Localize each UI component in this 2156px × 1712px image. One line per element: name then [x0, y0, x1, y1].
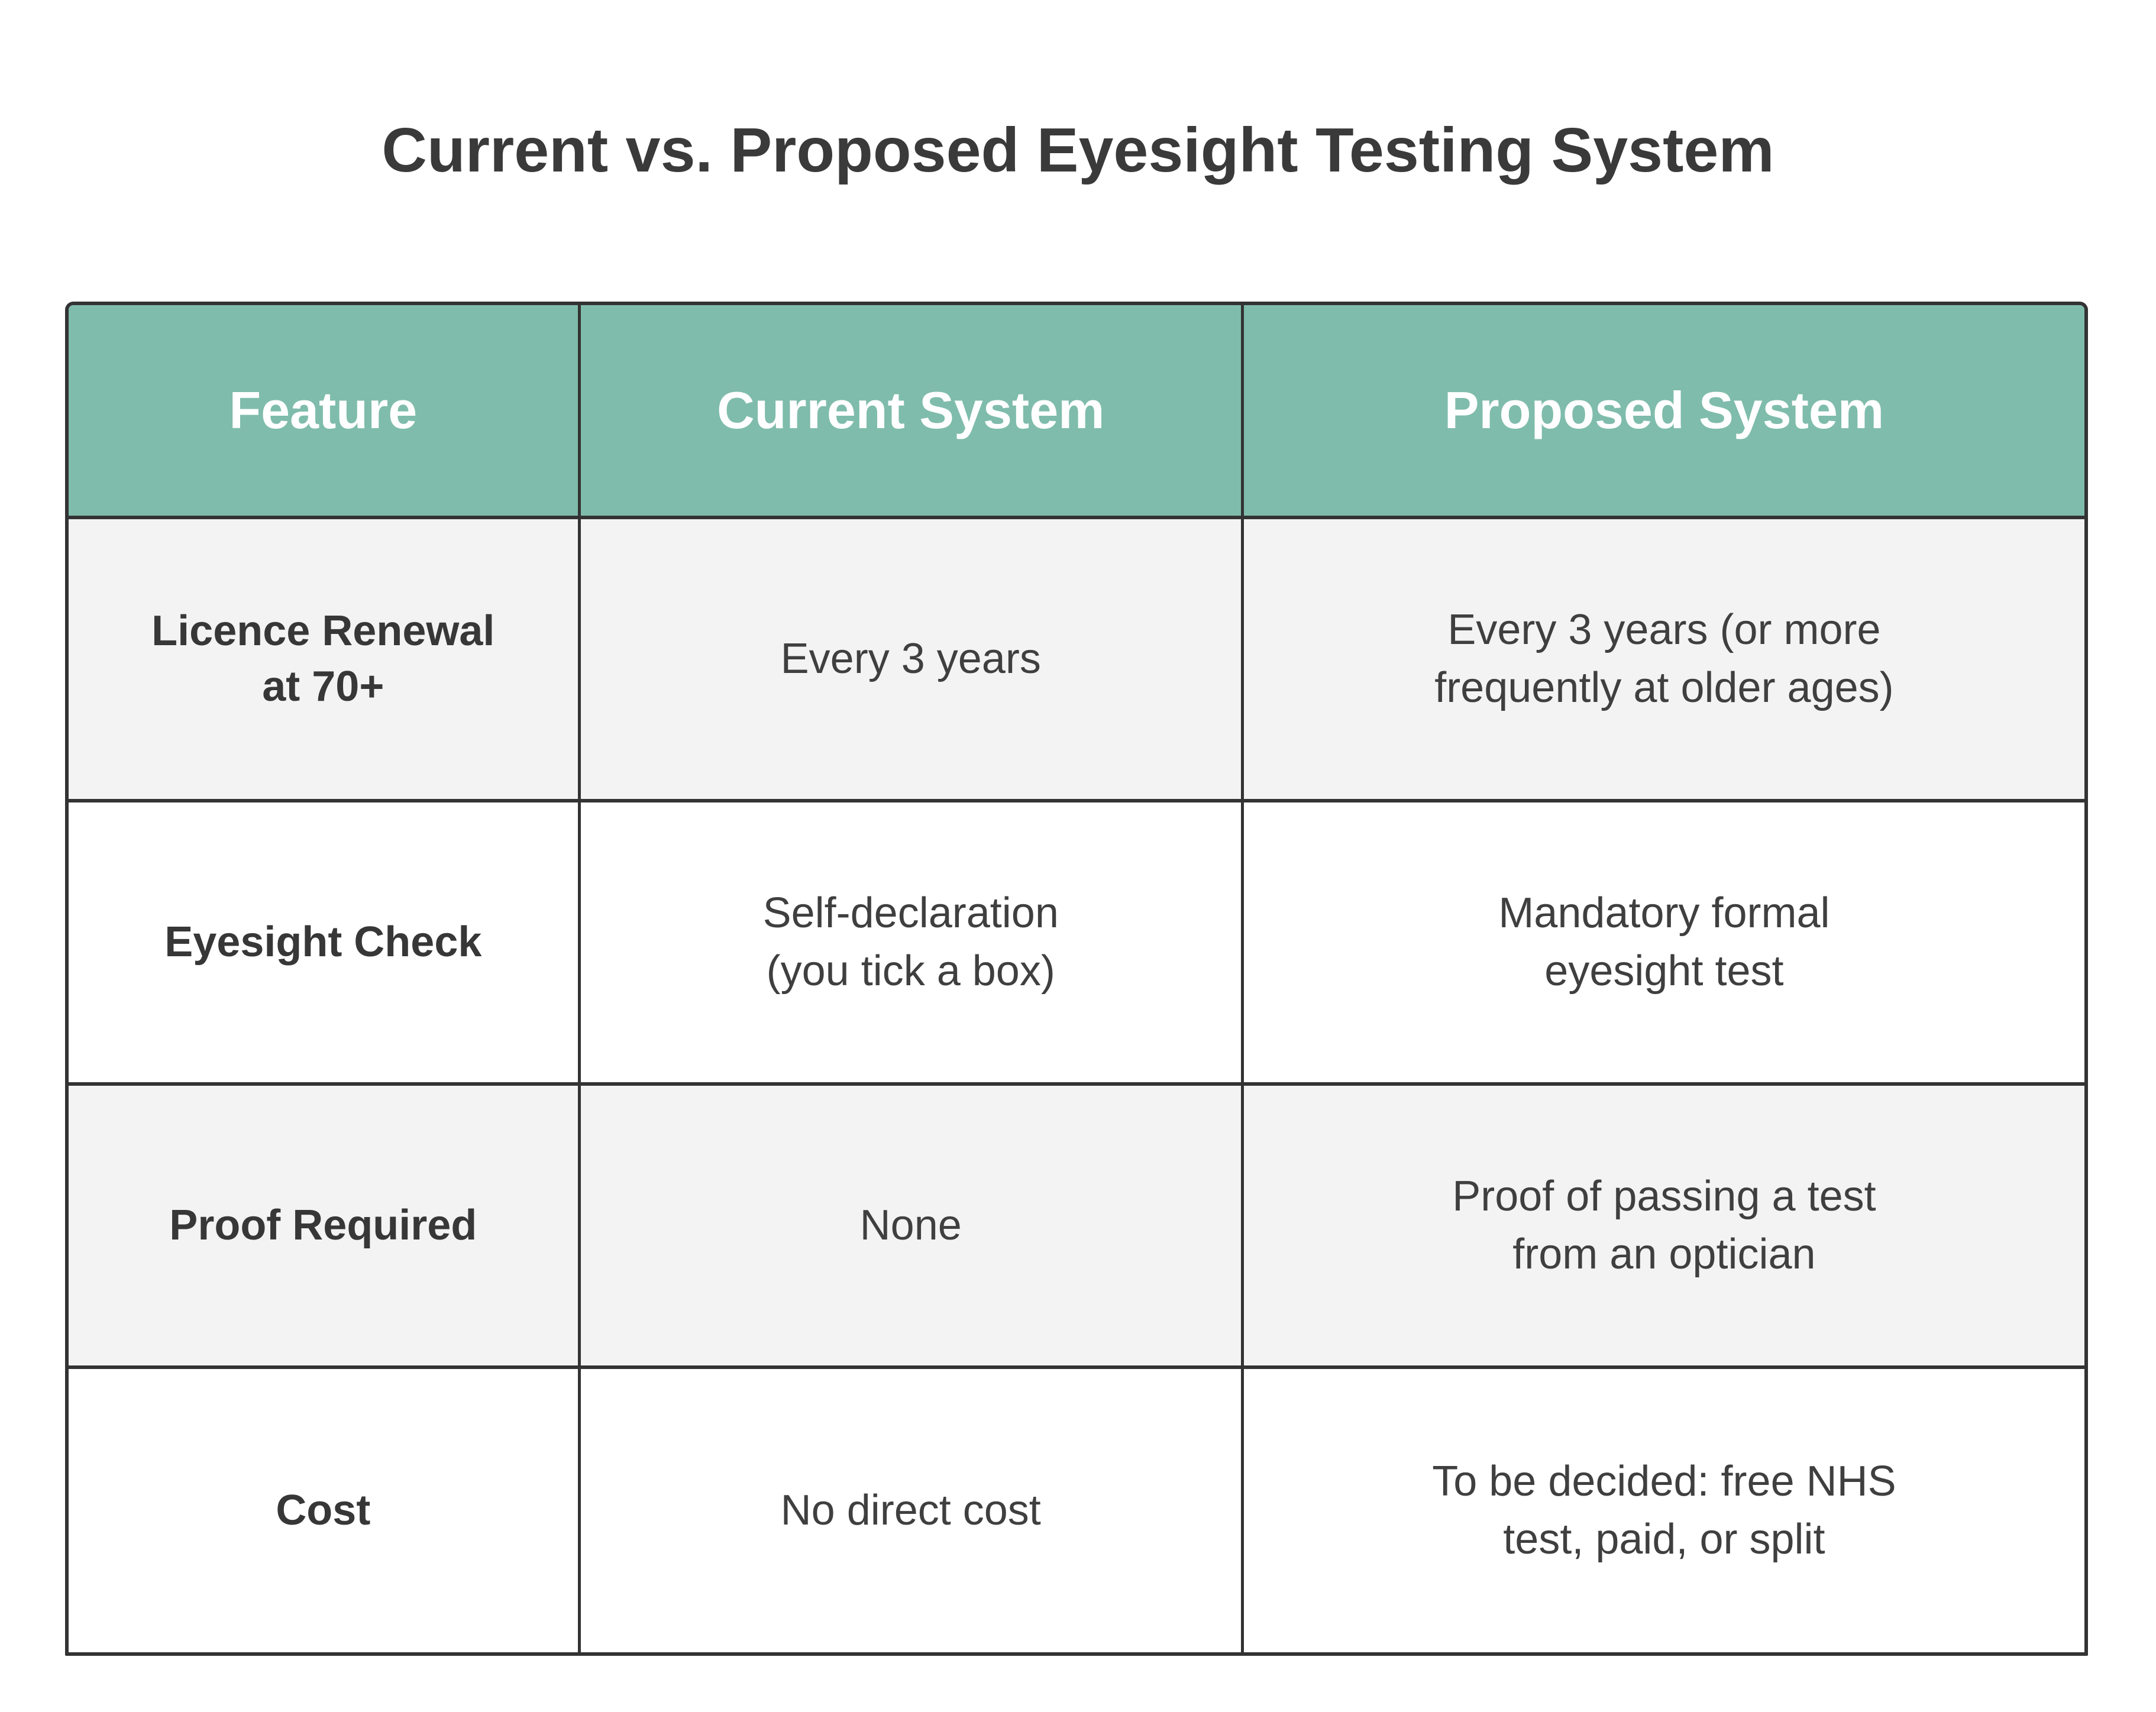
table-row-eyesight-check: Eyesight Check Self-declaration (you tic…	[69, 802, 2084, 1086]
proposed-system-value: To be decided: free NHS test, paid, or s…	[1432, 1458, 1896, 1563]
proposed-system-value: Proof of passing a test from an optician	[1243, 1086, 2084, 1369]
header-row: Feature Current System Proposed System	[69, 305, 2084, 519]
comparison-table-frame: Feature Current System Proposed System L…	[65, 302, 2088, 1656]
feature-label: Licence Renewal at 70+	[69, 519, 581, 802]
column-header-feature: Feature	[69, 305, 581, 519]
feature-label: Eyesight Check	[69, 802, 581, 1086]
page-title: Current vs. Proposed Eyesight Testing Sy…	[382, 115, 1774, 185]
comparison-table: Feature Current System Proposed System L…	[69, 305, 2084, 1652]
feature-label: Proof Required	[69, 1086, 581, 1369]
current-system-value: No direct cost	[581, 1369, 1244, 1652]
current-system-value: None	[580, 1086, 1244, 1369]
table-row-proof-required: Proof Required None Proof of passing a t…	[69, 1086, 2084, 1369]
proposed-system-value: Mandatory formal eyesight test	[1243, 802, 2084, 1086]
proposed-system-value: Every 3 years (or more frequently at old…	[1243, 519, 2084, 802]
table-row-cost: Cost No direct cost To be decided: free …	[69, 1369, 2084, 1652]
column-header-proposed-system: Proposed System	[1243, 305, 2084, 519]
current-system-value: Self-declaration (you tick a box)	[580, 802, 1244, 1086]
feature-label: Cost	[69, 1369, 581, 1652]
table-row-licence-renewal: Licence Renewal at 70+ Every 3 years Eve…	[69, 519, 2084, 802]
current-system-value: Every 3 years	[580, 519, 1244, 802]
column-header-current-system: Current System	[580, 305, 1244, 519]
